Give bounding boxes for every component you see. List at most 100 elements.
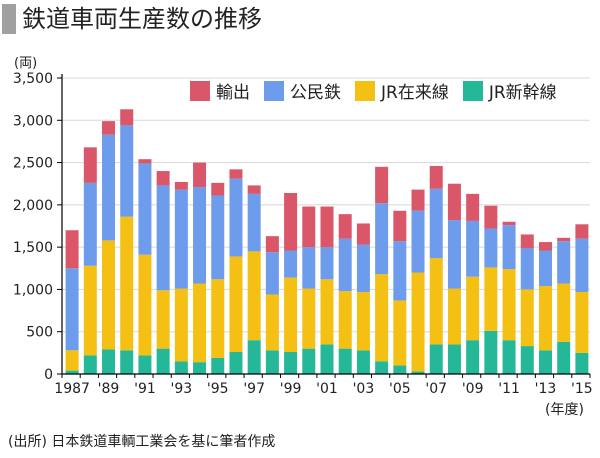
bar-segment-jr-conv [102, 240, 116, 350]
bar-segment-jr-conv [393, 300, 407, 366]
bar-segment-export [429, 165, 443, 189]
bar-segment-jr-conv [65, 350, 79, 371]
bar-segment-jr-shinkansen [538, 350, 552, 374]
bar-segment-export [138, 159, 152, 164]
bar-segment-export [484, 205, 498, 229]
legend-label-export: 輸出 [216, 83, 250, 103]
bar-segment-jr-shinkansen [338, 348, 352, 374]
bar-segment-jr-shinkansen [393, 365, 407, 374]
bar-segment-public [284, 250, 298, 278]
bar-segment-public [466, 220, 480, 277]
bar-segment-public [557, 241, 571, 284]
legend: 輸出 公民鉄 JR在来線 JR新幹線 [190, 78, 571, 103]
bar-segment-jr-shinkansen [83, 355, 97, 374]
bar-segment-export [102, 121, 116, 135]
bar-segment-export [247, 185, 261, 194]
bar-segment-jr-shinkansen [411, 371, 425, 374]
bar-segment-jr-shinkansen [247, 340, 261, 374]
bar-segment-jr-shinkansen [484, 330, 498, 374]
bar-segment-export [466, 193, 480, 221]
x-tick-label: '95 [207, 381, 229, 397]
bar-segment-public [102, 134, 116, 241]
bar-segment-export [502, 221, 516, 226]
x-tick-label: '15 [571, 381, 593, 397]
bar-segment-jr-shinkansen [120, 350, 134, 374]
bar-segment-jr-conv [320, 279, 334, 345]
legend-swatch-public [264, 80, 284, 101]
bar-segment-export [557, 237, 571, 242]
bar-segment-jr-shinkansen [284, 352, 298, 374]
y-tick-label: 1,500 [13, 240, 53, 256]
x-tick-label: '11 [498, 381, 520, 397]
bar-segment-export [575, 224, 589, 239]
bar-segment-export [211, 182, 225, 196]
legend-label-jr-conv: JR在来線 [381, 83, 449, 103]
y-tick-label: 500 [26, 325, 53, 341]
bar-segment-jr-conv [302, 288, 316, 349]
x-tick-label: '97 [243, 381, 265, 397]
y-tick-label: 3,500 [13, 71, 53, 87]
bar-segment-jr-conv [538, 286, 552, 351]
bar-segment-export [284, 193, 298, 251]
legend-swatch-jr-shinkansen [462, 80, 483, 101]
bar-segment-jr-shinkansen [502, 340, 516, 374]
bar-segment-public [65, 268, 79, 351]
bar-segment-jr-conv [284, 277, 298, 353]
bar-segment-jr-conv [338, 291, 352, 349]
bar-segment-export [538, 242, 552, 251]
x-tick-label: '07 [425, 381, 447, 397]
bar-segment-jr-shinkansen [265, 350, 279, 374]
bar-segment-export [265, 236, 279, 253]
bar-segment-public [520, 247, 534, 290]
bar-segment-jr-conv [211, 279, 225, 358]
bar-segment-export [447, 183, 461, 221]
bar-segment-export [229, 169, 243, 179]
y-tick-labels: 0 500 1,000 1,500 2,000 2,500 3,000 3,500 [13, 71, 53, 383]
x-tick-label: '09 [462, 381, 484, 397]
bar-segment-public [484, 228, 498, 268]
bar-segment-public [502, 225, 516, 270]
bar-segment-public [83, 182, 97, 266]
bar-segment-jr-shinkansen [174, 361, 188, 374]
x-tick-label: '13 [535, 381, 557, 397]
bar-segment-jr-conv [356, 291, 370, 351]
bar-segment-jr-conv [447, 288, 461, 345]
bar-segment-jr-shinkansen [229, 352, 243, 374]
x-tick-label: '89 [98, 381, 120, 397]
x-tick-label: 1987 [54, 381, 90, 397]
bar-segment-export [156, 171, 170, 186]
chart-title: 鉄道車両生産数の推移 [22, 5, 262, 33]
bar-segment-jr-shinkansen [211, 357, 225, 374]
bar-segment-export [356, 223, 370, 245]
bar-segment-public [193, 187, 207, 284]
bar-segment-jr-conv [247, 251, 261, 341]
bar-segment-export [120, 109, 134, 126]
x-tick-label: '03 [353, 381, 375, 397]
bar-segment-jr-shinkansen [193, 362, 207, 374]
bar-segment-export [411, 189, 425, 211]
bar-segment-public [320, 247, 334, 280]
bar-segment-jr-conv [120, 216, 134, 351]
bar-segment-jr-conv [83, 265, 97, 356]
bar-segment-jr-shinkansen [138, 355, 152, 374]
legend-item-jr-shinkansen: JR新幹線 [462, 78, 557, 103]
bar-segment-jr-conv [375, 274, 389, 362]
x-tick-label: '93 [171, 381, 193, 397]
bar-segment-public [229, 178, 243, 257]
bar-segment-public [429, 188, 443, 259]
bar-segment-jr-shinkansen [557, 341, 571, 374]
y-tick-label: 2,000 [13, 198, 53, 214]
bar-stacks [65, 109, 589, 374]
bar-segment-export [320, 206, 334, 248]
bar-segment-public [393, 241, 407, 301]
legend-item-export: 輸出 [190, 78, 250, 103]
bar-segment-jr-shinkansen [356, 350, 370, 374]
y-axis-unit: (両) [14, 56, 38, 71]
bar-segment-export [193, 162, 207, 188]
bar-segment-export [338, 214, 352, 239]
bar-segment-jr-conv [174, 288, 188, 362]
bar-segment-jr-shinkansen [302, 348, 316, 374]
bar-segment-jr-conv [502, 269, 516, 341]
bar-segment-jr-conv [193, 283, 207, 363]
